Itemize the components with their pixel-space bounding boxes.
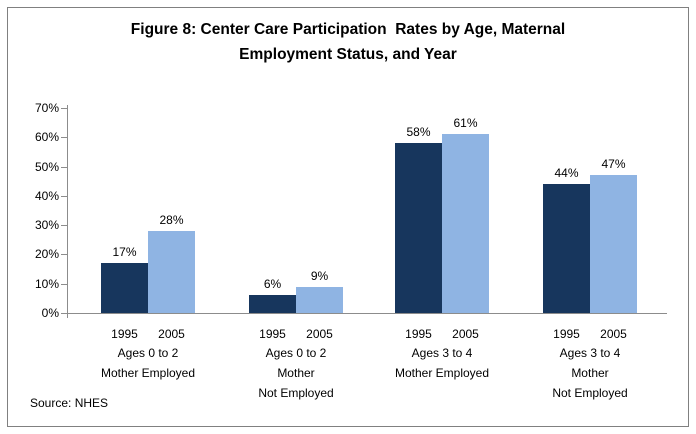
bar-1995-group-4 [543,184,590,313]
category-label-group-3-line-2: Mother Employed [394,366,490,380]
category-label-group-2-line-3: Not Employed [258,386,334,400]
category-label-group-1-line-1: Ages 0 to 2 [117,346,179,360]
category-label-group-1-line-2: Mother Employed [100,366,196,380]
y-axis-tick-label: 30% [34,218,59,233]
value-label-1995-group-1: 17% [112,245,137,259]
y-axis-tick [61,283,67,285]
y-axis-tick-label: 40% [34,188,59,203]
category-label-group-4-line-2: Mother [571,366,609,380]
source-note: Source: NHES [30,396,109,410]
bar-1995-group-1 [101,263,148,313]
chart-title-line-1: Figure 8: Center Care Participation Rate… [130,21,566,38]
year-label-2005-group-4: 2005 [600,327,627,341]
category-label-group-3-line-1: Ages 3 to 4 [411,346,473,360]
value-label-2005-group-3: 61% [453,116,478,130]
value-label-2005-group-4: 47% [601,157,626,171]
y-axis-line [67,105,68,313]
year-label-1995-group-4: 1995 [553,327,580,341]
value-label-1995-group-3: 58% [406,125,431,139]
y-axis-tick [61,195,67,197]
bar-2005-group-4 [590,175,637,313]
value-label-2005-group-1: 28% [159,213,184,227]
chart-title: Figure 8: Center Care Participation Rate… [0,17,696,67]
year-label-1995-group-1: 1995 [111,327,138,341]
chart-title-line-2: Employment Status, and Year [239,46,457,63]
value-label-2005-group-2: 9% [310,269,329,283]
year-label-1995-group-2: 1995 [259,327,286,341]
bar-2005-group-3 [442,134,489,313]
category-label-group-4-line-3: Not Employed [552,386,628,400]
y-axis-tick-label: 0% [41,306,59,320]
bar-2005-group-2 [296,287,343,313]
value-label-1995-group-2: 6% [263,277,282,291]
y-axis-tick-label: 20% [34,247,59,262]
y-axis-tick [61,225,67,227]
y-axis-tick [61,166,67,168]
year-label-2005-group-3: 2005 [452,327,479,341]
y-axis-tick-label: 10% [34,276,59,291]
y-axis-tick [61,137,67,139]
bar-2005-group-1 [148,231,195,313]
category-label-group-4-line-1: Ages 3 to 4 [559,346,621,360]
year-label-1995-group-3: 1995 [405,327,432,341]
bar-1995-group-3 [395,143,442,313]
y-axis-tick [61,313,67,314]
category-label-group-2-line-2: Mother [277,366,315,380]
bar-1995-group-2 [249,295,296,313]
year-label-2005-group-1: 2005 [158,327,185,341]
year-label-2005-group-2: 2005 [306,327,333,341]
y-axis-tick-label: 60% [34,130,59,145]
y-axis-tick [61,254,67,256]
x-axis-line [67,313,667,314]
y-axis-tick-label: 50% [34,159,59,174]
value-label-1995-group-4: 44% [554,166,579,180]
y-axis-tick-label: 70% [34,101,59,115]
y-axis-tick [61,108,67,109]
category-label-group-2-line-1: Ages 0 to 2 [265,346,327,360]
x-axis-origin-tick [67,313,68,318]
